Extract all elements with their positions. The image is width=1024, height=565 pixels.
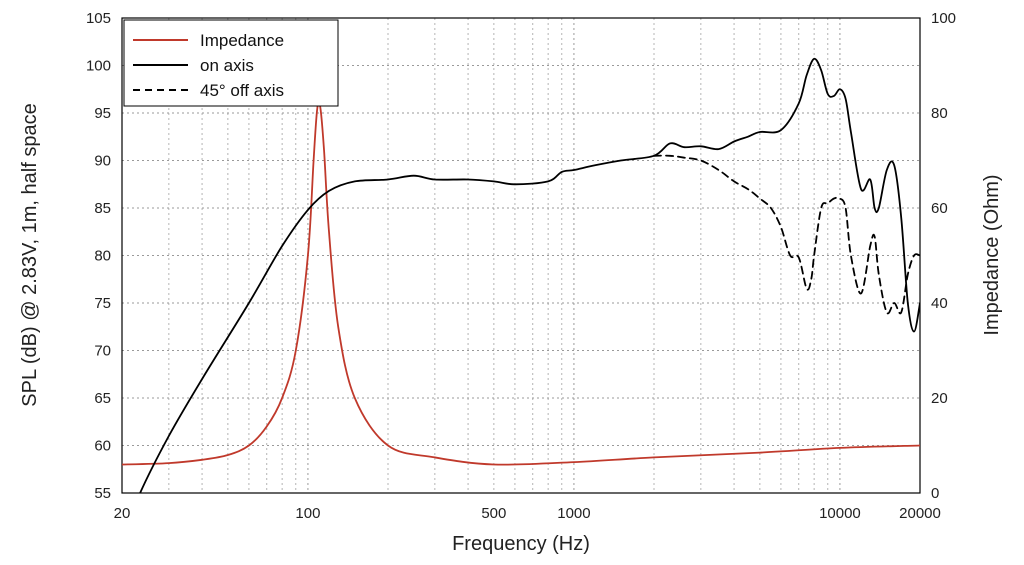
off-axis-curve [653, 154, 920, 315]
x-tick-label: 500 [481, 505, 506, 522]
y-left-tick-label: 105 [86, 10, 111, 27]
y-left-tick-label: 80 [94, 248, 111, 265]
y-right-tick-label: 100 [931, 10, 956, 27]
y-left-tick-label: 70 [94, 343, 111, 360]
y-left-tick-label: 85 [94, 200, 111, 217]
y-right-tick-label: 80 [931, 105, 948, 122]
y-left-axis-label: SPL (dB) @ 2.83V, 1m, half space [19, 103, 41, 406]
x-tick-label: 100 [295, 505, 320, 522]
legend-box [123, 19, 339, 107]
x-tick-labels: 20 100 500 1000 10000 20000 [114, 505, 941, 522]
x-tick-label: 10000 [819, 505, 861, 522]
on-axis-curve [139, 57, 920, 493]
grid [122, 18, 920, 493]
y-left-tick-label: 60 [94, 438, 111, 455]
y-left-tick-label: 90 [94, 153, 111, 170]
y-left-tick-label: 55 [94, 485, 111, 502]
y-right-axis-label: Impedance (Ohm) [981, 174, 1003, 335]
y-left-tick-label: 95 [94, 105, 111, 122]
series-layer [122, 57, 920, 493]
y-left-tick-label: 100 [86, 58, 111, 75]
y-left-tick-label: 65 [94, 390, 111, 407]
y-right-tick-label: 0 [931, 485, 939, 502]
y-right-tick-label: 60 [931, 200, 948, 217]
y-left-tick-label: 75 [94, 295, 111, 312]
x-axis-label: Frequency (Hz) [452, 533, 590, 555]
y-right-tick-label: 20 [931, 390, 948, 407]
x-tick-label: 20000 [899, 505, 941, 522]
impedance-curve [122, 102, 920, 466]
legend: Impedance on axis 45° off axis [123, 19, 339, 107]
legend-label-on-axis: on axis [200, 56, 254, 75]
y-right-tick-labels: 0 20 40 60 80 100 [931, 10, 956, 502]
legend-label-impedance: Impedance [200, 31, 284, 50]
x-tick-label: 1000 [557, 505, 590, 522]
legend-label-off-axis: 45° off axis [200, 81, 284, 100]
y-left-tick-labels: 55 60 65 70 75 80 85 90 95 100 105 [86, 10, 111, 502]
y-right-tick-label: 40 [931, 295, 948, 312]
x-tick-label: 20 [114, 505, 131, 522]
